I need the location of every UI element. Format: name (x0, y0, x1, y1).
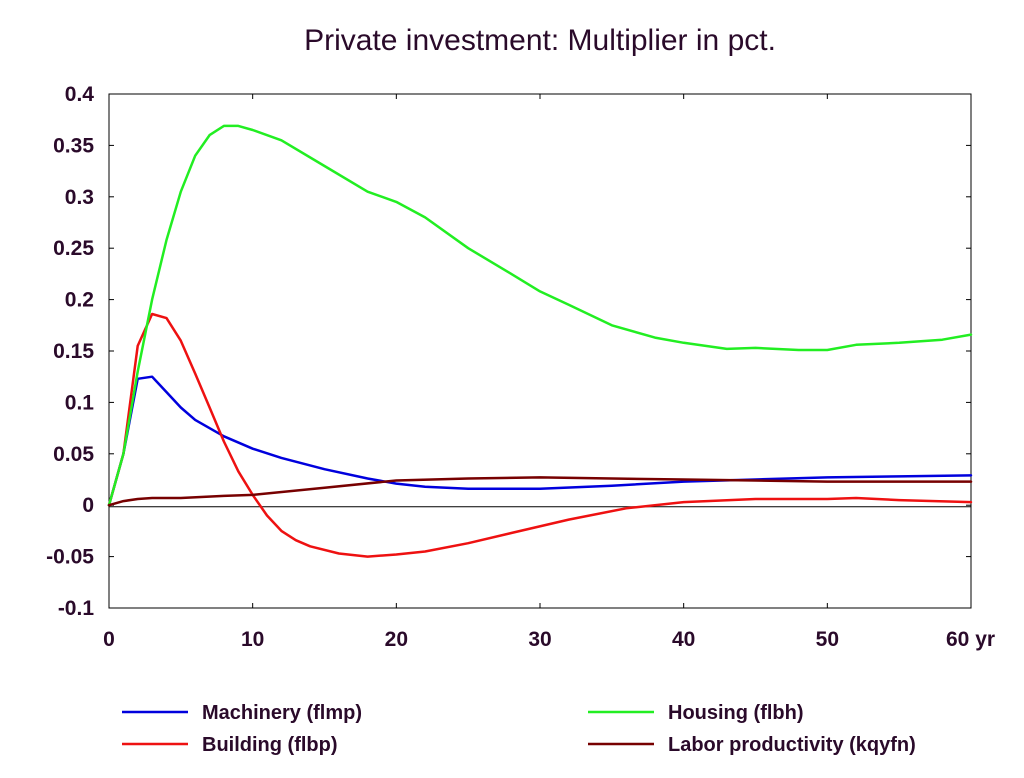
chart-title: Private investment: Multiplier in pct. (304, 24, 776, 57)
x-axis: 0 10 20 30 40 50 60 yr (103, 94, 995, 651)
legend-label: Building (flbp) (202, 734, 338, 756)
series-line-building-flbp (107, 312, 973, 558)
y-tick-label: 0.3 (65, 186, 94, 209)
y-tick-label: 0.15 (53, 340, 94, 363)
x-tick-label: 0 (103, 628, 115, 651)
y-tick-label: 0.1 (65, 391, 95, 414)
legend-label: Housing (flbh) (668, 702, 804, 724)
x-tick-label: 20 (385, 628, 408, 651)
y-tick-label: -0.1 (58, 597, 95, 620)
legend-label: Machinery (flmp) (202, 702, 362, 724)
x-tick-label: 60 yr (946, 628, 995, 651)
y-tick-label: 0.25 (53, 237, 94, 260)
y-tick-label: 0 (82, 494, 94, 517)
x-tick-label: 30 (528, 628, 551, 651)
x-tick-label: 40 (672, 628, 695, 651)
series-line-housing-flbh (107, 124, 973, 507)
y-tick-label: 0.4 (65, 83, 95, 106)
plot-frame (108, 93, 972, 609)
y-tick-label: 0.05 (53, 443, 94, 466)
series-line-machinery-flmp (107, 375, 973, 507)
y-tick-label: 0.35 (53, 134, 94, 157)
series-line-labor-productivity-kqyfn (107, 476, 973, 507)
y-axis: 0.4 0.35 0.3 0.25 0.2 0.15 0.1 0.05 0 -0.05 -0.1 (46, 83, 971, 620)
x-tick-label: 50 (816, 628, 839, 651)
legend: Machinery (flmp) Housing (flbh) Building (… (122, 702, 916, 756)
legend-label: Labor productivity (kqyfn) (668, 734, 916, 756)
x-tick-label: 10 (241, 628, 264, 651)
y-tick-label: 0.2 (65, 289, 94, 312)
y-tick-label: -0.05 (46, 546, 94, 569)
series-lines (107, 124, 973, 558)
